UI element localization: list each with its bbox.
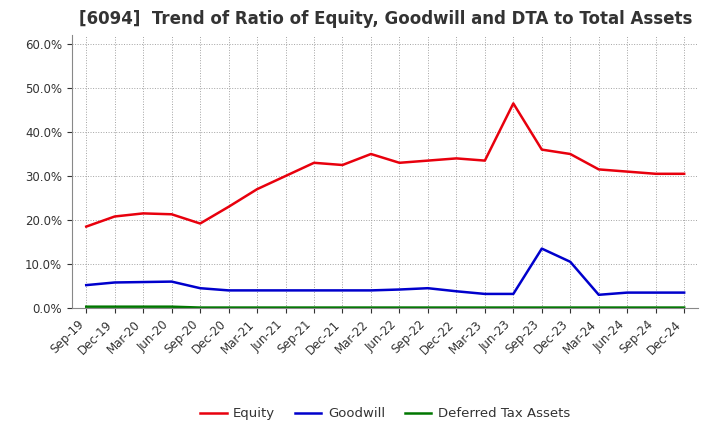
Goodwill — [167, 279, 176, 284]
Deferred Tax Assets — [338, 305, 347, 310]
Equity — [82, 224, 91, 229]
Goodwill — [680, 290, 688, 295]
Title: [6094]  Trend of Ratio of Equity, Goodwill and DTA to Total Assets: [6094] Trend of Ratio of Equity, Goodwil… — [78, 10, 692, 28]
Deferred Tax Assets — [282, 305, 290, 310]
Goodwill — [566, 259, 575, 264]
Goodwill — [652, 290, 660, 295]
Equity — [652, 171, 660, 176]
Goodwill — [225, 288, 233, 293]
Goodwill — [338, 288, 347, 293]
Goodwill — [310, 288, 318, 293]
Equity — [452, 156, 461, 161]
Equity — [196, 221, 204, 226]
Goodwill — [452, 289, 461, 294]
Equity — [338, 162, 347, 168]
Equity — [680, 171, 688, 176]
Deferred Tax Assets — [652, 305, 660, 310]
Equity — [537, 147, 546, 152]
Goodwill — [595, 292, 603, 297]
Goodwill — [423, 286, 432, 291]
Equity — [282, 173, 290, 179]
Equity — [566, 151, 575, 157]
Goodwill — [110, 280, 119, 285]
Deferred Tax Assets — [110, 304, 119, 309]
Goodwill — [82, 282, 91, 288]
Equity — [423, 158, 432, 163]
Deferred Tax Assets — [452, 305, 461, 310]
Goodwill — [196, 286, 204, 291]
Deferred Tax Assets — [680, 305, 688, 310]
Equity — [167, 212, 176, 217]
Goodwill — [480, 291, 489, 297]
Line: Equity: Equity — [86, 103, 684, 227]
Deferred Tax Assets — [395, 305, 404, 310]
Goodwill — [537, 246, 546, 251]
Deferred Tax Assets — [537, 305, 546, 310]
Equity — [366, 151, 375, 157]
Goodwill — [139, 279, 148, 285]
Goodwill — [395, 287, 404, 292]
Deferred Tax Assets — [623, 305, 631, 310]
Equity — [139, 211, 148, 216]
Deferred Tax Assets — [566, 305, 575, 310]
Deferred Tax Assets — [480, 305, 489, 310]
Deferred Tax Assets — [82, 304, 91, 309]
Deferred Tax Assets — [509, 305, 518, 310]
Deferred Tax Assets — [366, 305, 375, 310]
Deferred Tax Assets — [139, 304, 148, 309]
Deferred Tax Assets — [310, 305, 318, 310]
Goodwill — [282, 288, 290, 293]
Deferred Tax Assets — [595, 305, 603, 310]
Deferred Tax Assets — [423, 305, 432, 310]
Legend: Equity, Goodwill, Deferred Tax Assets: Equity, Goodwill, Deferred Tax Assets — [195, 402, 575, 425]
Deferred Tax Assets — [167, 304, 176, 309]
Equity — [253, 187, 261, 192]
Equity — [509, 101, 518, 106]
Goodwill — [253, 288, 261, 293]
Line: Deferred Tax Assets: Deferred Tax Assets — [86, 307, 684, 308]
Equity — [623, 169, 631, 174]
Equity — [110, 214, 119, 219]
Deferred Tax Assets — [225, 305, 233, 310]
Line: Goodwill: Goodwill — [86, 249, 684, 295]
Goodwill — [366, 288, 375, 293]
Goodwill — [623, 290, 631, 295]
Equity — [480, 158, 489, 163]
Equity — [310, 160, 318, 165]
Deferred Tax Assets — [253, 305, 261, 310]
Deferred Tax Assets — [196, 305, 204, 310]
Equity — [395, 160, 404, 165]
Goodwill — [509, 291, 518, 297]
Equity — [595, 167, 603, 172]
Equity — [225, 204, 233, 209]
